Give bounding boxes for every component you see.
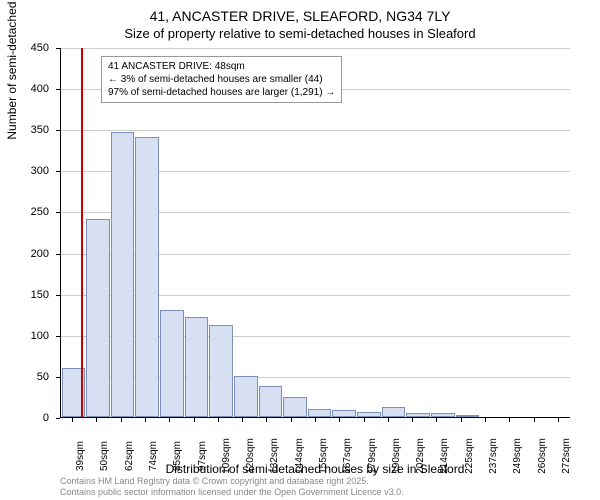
bar (111, 132, 135, 417)
bar (308, 409, 332, 417)
y-tick-label: 450 (31, 42, 49, 54)
chart-subtitle: Size of property relative to semi-detach… (0, 26, 600, 41)
y-tick-label: 50 (37, 371, 49, 383)
x-tick-mark (145, 418, 146, 422)
bar (382, 407, 406, 417)
x-tick-mark (242, 418, 243, 422)
x-tick-mark (364, 418, 365, 422)
reference-line (81, 48, 83, 417)
y-tick-label: 300 (31, 165, 49, 177)
x-tick-mark (72, 418, 73, 422)
x-tick-mark (412, 418, 413, 422)
y-tick-label: 250 (31, 206, 49, 218)
annotation-line-3: 97% of semi-detached houses are larger (… (108, 86, 335, 99)
annotation-line-2: ← 3% of semi-detached houses are smaller… (108, 73, 335, 86)
footer-line-2: Contains public sector information licen… (60, 487, 404, 498)
x-tick-mark (96, 418, 97, 422)
y-tick-label: 0 (43, 412, 49, 424)
y-axis-ticks: 050100150200250300350400450 (0, 48, 55, 418)
y-tick-label: 150 (31, 289, 49, 301)
histogram-chart: 41, ANCASTER DRIVE, SLEAFORD, NG34 7LY S… (0, 0, 600, 500)
x-tick-mark (315, 418, 316, 422)
x-tick-mark (266, 418, 267, 422)
bar (160, 310, 184, 417)
chart-title: 41, ANCASTER DRIVE, SLEAFORD, NG34 7LY (0, 8, 600, 24)
x-tick-mark (339, 418, 340, 422)
x-tick-mark (558, 418, 559, 422)
bar (456, 415, 480, 417)
bar (135, 137, 159, 417)
y-tick-label: 350 (31, 124, 49, 136)
plot-area: 41 ANCASTER DRIVE: 48sqm ← 3% of semi-de… (60, 48, 570, 418)
chart-title-block: 41, ANCASTER DRIVE, SLEAFORD, NG34 7LY S… (0, 0, 600, 41)
x-tick-mark (509, 418, 510, 422)
bar (332, 410, 356, 417)
x-axis-ticks: 39sqm50sqm62sqm74sqm85sqm97sqm109sqm120s… (60, 418, 570, 468)
y-tick-label: 200 (31, 248, 49, 260)
annotation-box: 41 ANCASTER DRIVE: 48sqm ← 3% of semi-de… (101, 56, 342, 103)
bar (357, 412, 381, 417)
bar (185, 317, 209, 417)
x-tick-mark (461, 418, 462, 422)
bar (259, 386, 283, 417)
y-tick-label: 100 (31, 330, 49, 342)
bar (283, 397, 307, 418)
x-tick-mark (169, 418, 170, 422)
x-tick-mark (121, 418, 122, 422)
x-axis-label: Distribution of semi-detached houses by … (60, 462, 570, 476)
bar (209, 325, 233, 417)
annotation-line-1: 41 ANCASTER DRIVE: 48sqm (108, 60, 335, 73)
bar (431, 413, 455, 417)
bar (234, 376, 258, 417)
bar (406, 413, 430, 417)
x-tick-mark (218, 418, 219, 422)
x-tick-mark (485, 418, 486, 422)
bar (86, 219, 110, 417)
bars-group (61, 48, 570, 417)
x-tick-mark (436, 418, 437, 422)
x-tick-mark (194, 418, 195, 422)
y-tick-label: 400 (31, 83, 49, 95)
footer-line-1: Contains HM Land Registry data © Crown c… (60, 476, 404, 487)
footer-attribution: Contains HM Land Registry data © Crown c… (60, 476, 404, 498)
x-tick-mark (534, 418, 535, 422)
x-tick-mark (291, 418, 292, 422)
x-tick-mark (388, 418, 389, 422)
